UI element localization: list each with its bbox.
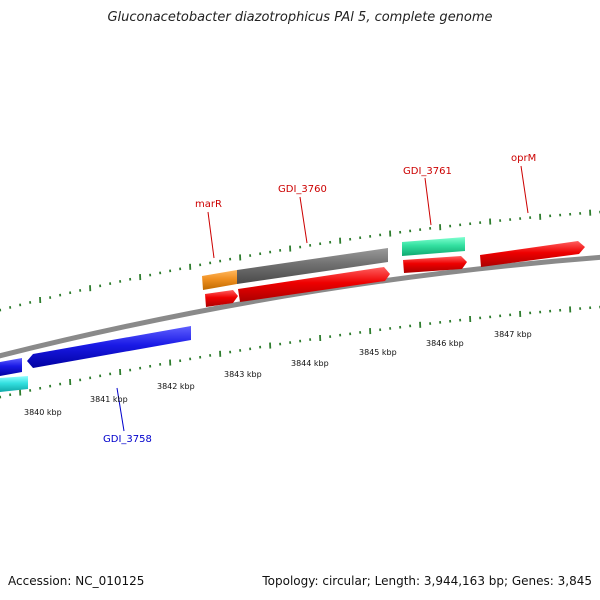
- gene-label-marR[interactable]: marR: [195, 199, 222, 210]
- upper-tick-row: [0, 209, 600, 312]
- gene-teal-gdi3761[interactable]: [402, 237, 465, 256]
- gene-label-gdi3758[interactable]: GDI_3758: [103, 434, 152, 445]
- lower-tick-row: [0, 305, 600, 399]
- gene-orange-marR[interactable]: [202, 270, 237, 290]
- leader-line-gdi3760: [299, 196, 308, 244]
- gene-label-gdi3761[interactable]: GDI_3761: [403, 166, 452, 177]
- kbp-label-3842: 3842 kbp: [157, 382, 195, 391]
- gene-red-oprM[interactable]: [480, 241, 585, 267]
- gene-gray-gdi3760[interactable]: [237, 248, 388, 284]
- gene-red-medium[interactable]: [403, 256, 467, 273]
- kbp-label-3845: 3845 kbp: [359, 348, 397, 357]
- topology-text: Topology: circular; Length: 3,944,163 bp…: [262, 574, 592, 588]
- gene-blue-gdi3758[interactable]: [27, 326, 191, 368]
- kbp-label-3846: 3846 kbp: [426, 339, 464, 348]
- gene-red-small-1[interactable]: [205, 290, 238, 307]
- accession-text: Accession: NC_010125: [8, 574, 145, 588]
- genome-title: Gluconacetobacter diazotrophicus PAl 5, …: [107, 10, 493, 25]
- leader-line-gdi3761: [424, 177, 432, 226]
- kbp-label-3843: 3843 kbp: [224, 370, 262, 379]
- kbp-label-3840: 3840 kbp: [24, 408, 62, 417]
- gene-blue-edge[interactable]: [0, 358, 22, 376]
- kbp-label-3841: 3841 kbp: [90, 395, 128, 404]
- leader-line-gdi3758: [116, 387, 125, 432]
- gene-red-long-1[interactable]: [238, 267, 390, 302]
- gene-label-oprM[interactable]: oprM: [511, 153, 536, 164]
- kbp-label-3847: 3847 kbp: [494, 330, 532, 339]
- kbp-label-3844: 3844 kbp: [291, 359, 329, 368]
- leader-line-oprM: [520, 165, 529, 214]
- leader-line-marR: [207, 211, 215, 259]
- gene-label-gdi3760[interactable]: GDI_3760: [278, 184, 327, 195]
- gene-cyan-edge[interactable]: [0, 376, 28, 392]
- genome-backbone: [0, 254, 600, 359]
